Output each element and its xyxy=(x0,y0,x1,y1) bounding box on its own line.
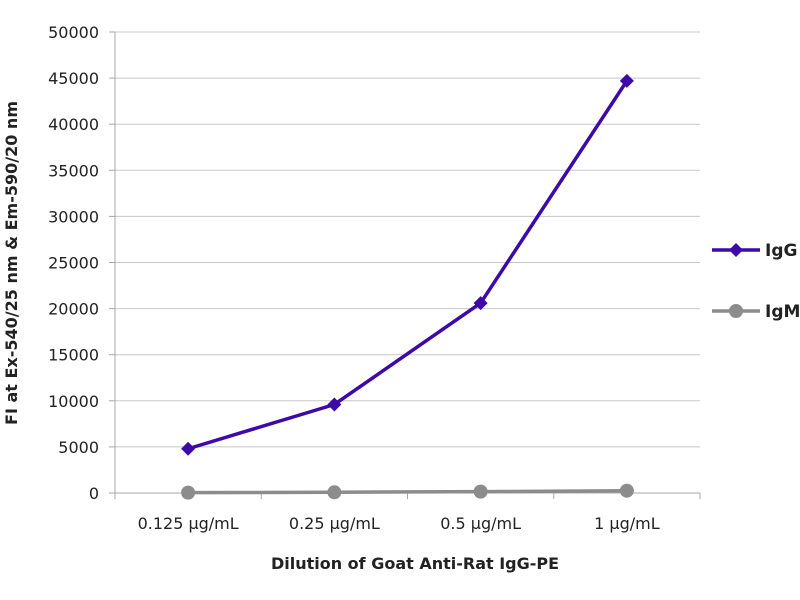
y-tick-label: 0 xyxy=(89,484,99,503)
data-point-igm xyxy=(619,483,634,498)
x-axis-title: Dilution of Goat Anti-Rat IgG-PE xyxy=(271,554,559,573)
y-tick-label: 30000 xyxy=(48,207,99,226)
y-tick-label: 20000 xyxy=(48,300,99,319)
series-igm xyxy=(181,483,634,500)
legend-marker xyxy=(729,243,743,257)
legend-item-igg: IgG xyxy=(712,241,797,261)
x-tick-labels: 0.125 µg/mL 0.25 µg/mL 0.5 µg/mL 1 µg/mL xyxy=(138,514,660,533)
legend-label: IgG xyxy=(765,241,797,261)
legend-marker xyxy=(729,304,743,318)
legend-item-igm: IgM xyxy=(712,302,800,322)
x-tick-label: 0.5 µg/mL xyxy=(440,514,521,533)
y-tick-label: 35000 xyxy=(48,161,99,180)
y-tick-label: 45000 xyxy=(48,69,99,88)
y-tick-label: 15000 xyxy=(48,346,99,365)
y-axis-title: FI at Ex-540/25 nm & Em-590/20 nm xyxy=(2,101,21,425)
y-tick-label: 40000 xyxy=(48,115,99,134)
data-point-igm xyxy=(327,485,342,500)
series-line-igg xyxy=(186,79,629,451)
data-point-igg xyxy=(327,397,342,412)
data-point-igg xyxy=(181,441,196,456)
data-point-igg xyxy=(619,73,634,88)
y-tick-label: 50000 xyxy=(48,23,99,42)
x-tick-label: 0.25 µg/mL xyxy=(289,514,380,533)
legend-label: IgM xyxy=(765,302,800,322)
y-tick-label: 5000 xyxy=(58,438,99,457)
series-igg xyxy=(181,73,634,456)
series-line-igm xyxy=(186,488,629,495)
x-tick-label: 0.125 µg/mL xyxy=(138,514,239,533)
series xyxy=(181,73,634,500)
data-point-igm xyxy=(473,484,488,499)
x-tick-label: 1 µg/mL xyxy=(594,514,660,533)
data-point-igm xyxy=(181,485,196,500)
gridlines xyxy=(115,31,700,448)
data-point-igg xyxy=(473,296,488,311)
legend: IgG IgM xyxy=(712,241,800,322)
y-tick-label: 10000 xyxy=(48,392,99,411)
y-tick-label: 25000 xyxy=(48,254,99,273)
y-tick-labels: 0 5000 10000 15000 20000 25000 30000 35000 40000… xyxy=(48,23,99,503)
